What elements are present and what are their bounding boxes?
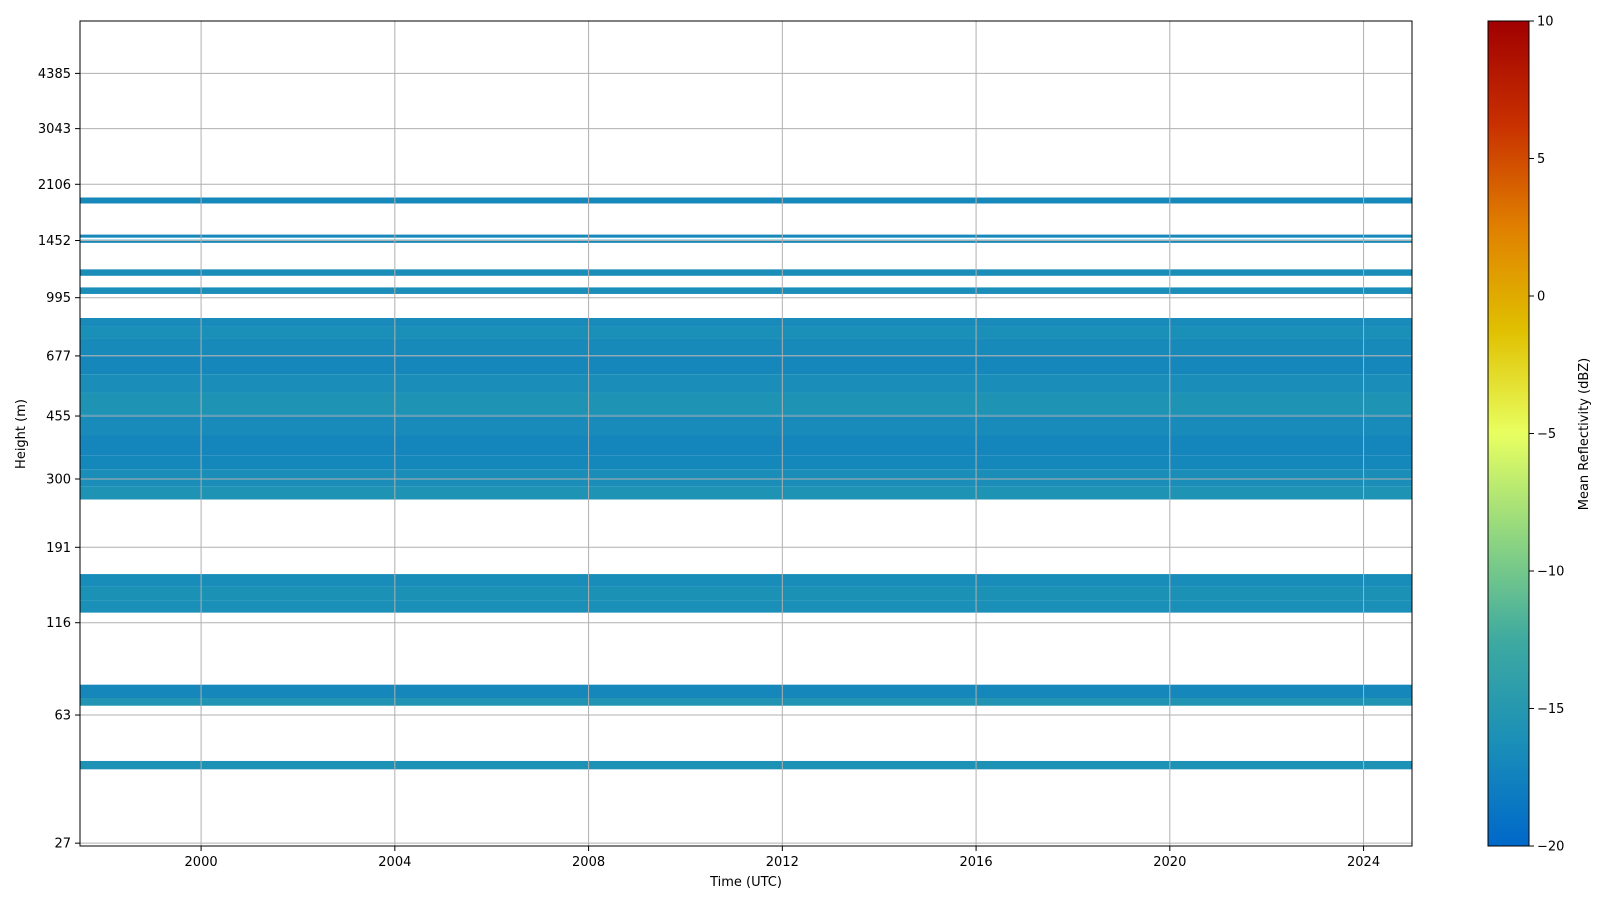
heatmap-band [80,600,1412,613]
heatmap-band [80,574,1412,587]
heatmap-band [80,698,1412,706]
heatmap-bands [80,197,1412,770]
heatmap-band [80,586,1412,601]
heatmap-band [80,239,1412,243]
colorbar-tick-label: 0 [1537,290,1545,305]
x-axis: 2000 2004 2008 2012 2016 2020 2024 [185,846,1380,870]
heatmap-band [80,486,1412,500]
gridlines [80,21,1412,846]
heatmap-band [80,197,1412,204]
heatmap-band [80,684,1412,699]
y-tick-label: 116 [46,616,71,631]
heatmap-band [80,326,1412,339]
y-tick-label: 27 [54,837,71,852]
colorbar-tick-label: 10 [1537,15,1554,30]
y-tick-label: 2106 [38,178,71,193]
colorbar-axis: −20 −15 −10 −5 0 5 10 [1529,15,1564,855]
heatmap-band [80,455,1412,470]
y-axis-label: Height (m) [14,399,29,469]
y-tick-label: 1452 [38,234,71,249]
heatmap-band [80,469,1412,487]
colorbar-tick-label: −15 [1537,702,1564,717]
y-axis: 27 63 116 191 300 455 677 995 1452 2106 3043 4385 [38,67,80,852]
x-tick-label: 2020 [1153,855,1186,870]
y-tick-label: 63 [54,709,71,724]
heatmap-band [80,374,1412,393]
heatmap-band [80,287,1412,294]
heatmap-band [80,760,1412,770]
heatmap-band [80,414,1412,436]
heatmap-band [80,338,1412,356]
colorbar-tick-label: −5 [1537,427,1556,442]
y-tick-label: 4385 [38,67,71,82]
colorbar-label: Mean Reflectivity (dBZ) [1577,358,1592,511]
heatmap-band [80,269,1412,276]
x-tick-label: 2008 [572,855,605,870]
x-tick-label: 2012 [766,855,799,870]
heatmap-band [80,234,1412,238]
y-tick-label: 3043 [38,122,71,137]
y-tick-label: 300 [46,473,71,488]
y-tick-label: 995 [46,291,71,306]
heatmap-band [80,355,1412,375]
x-axis-label: Time (UTC) [709,875,782,890]
plot-frame [79,20,1413,847]
colorbar-tick-label: −10 [1537,565,1564,580]
x-tick-label: 2000 [185,855,218,870]
colorbar [1487,20,1530,847]
heatmap-band [80,317,1412,327]
x-tick-label: 2024 [1347,855,1380,870]
y-tick-label: 455 [46,410,71,425]
heatmap-band [80,435,1412,456]
x-tick-label: 2004 [378,855,411,870]
y-tick-label: 677 [46,349,71,364]
x-tick-label: 2016 [960,855,993,870]
colorbar-tick-label: −20 [1537,840,1564,855]
colorbar-tick-label: 5 [1537,152,1545,167]
y-tick-label: 191 [46,541,71,556]
heatmap-band [80,392,1412,415]
